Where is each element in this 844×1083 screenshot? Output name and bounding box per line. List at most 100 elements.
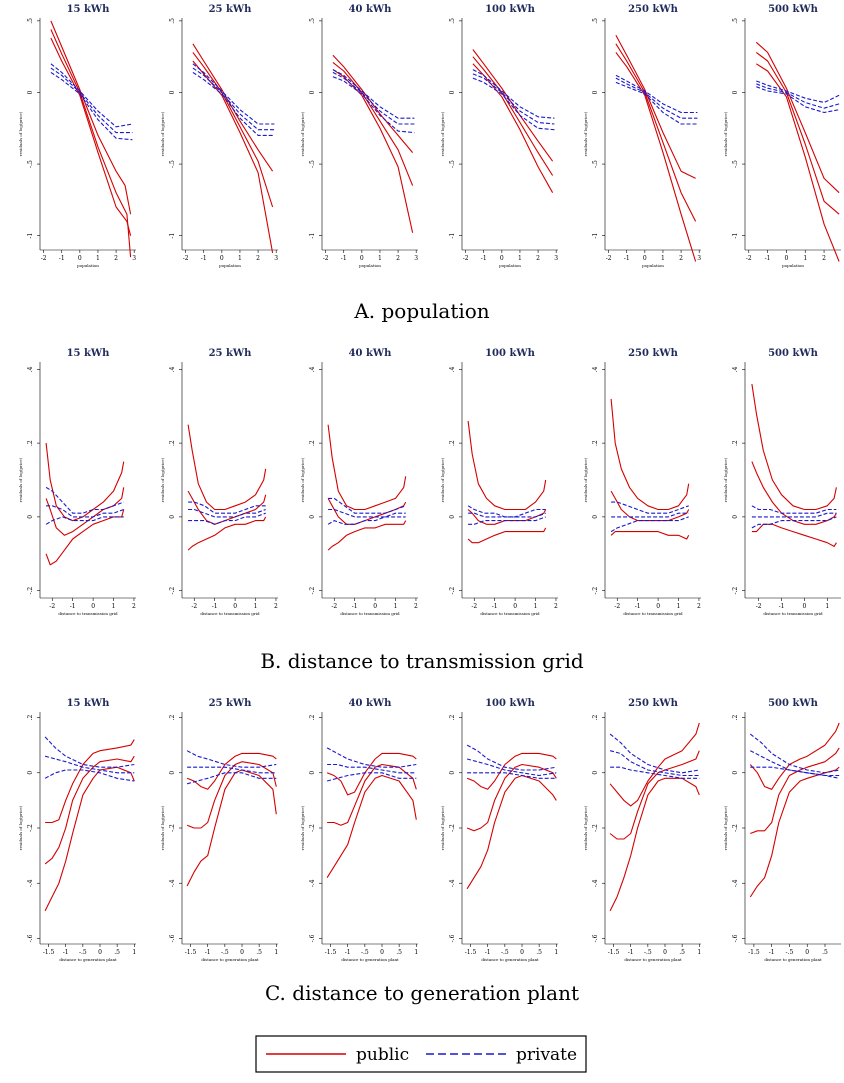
panel-title: 250 kWh: [628, 4, 679, 15]
x-axis-label: distance to transmission grid: [58, 611, 118, 616]
private-series-line: [50, 67, 133, 134]
private-series-line: [188, 501, 266, 514]
private-series-line: [50, 71, 133, 141]
y-tick-label: -.2: [449, 587, 456, 595]
x-tick-label: 0: [500, 255, 504, 262]
public-series-line: [467, 420, 547, 511]
y-tick-label: -.4: [169, 879, 176, 887]
x-tick-label: 1: [697, 949, 701, 956]
y-axis-label: residuals of log(price): [160, 805, 165, 850]
private-series-line: [188, 512, 266, 525]
panel-title: 100 kWh: [485, 698, 536, 709]
y-tick-label: 0: [169, 515, 176, 519]
x-tick-label: 0: [360, 255, 364, 262]
private-series-line: [44, 755, 135, 774]
x-axis-label: distance to generation plant: [624, 957, 682, 962]
row-caption: C. distance to generation plant: [265, 981, 579, 1005]
row-caption: A. population: [353, 299, 489, 323]
y-axis-label: residuals of log(price): [723, 805, 728, 850]
x-tick-label: -1.5: [43, 949, 55, 956]
y-tick-label: -.2: [592, 587, 599, 595]
y-axis-label: residuals of log(price): [723, 457, 728, 502]
private-series-line: [327, 516, 406, 525]
y-tick-label: .2: [592, 714, 599, 720]
y-tick-label: 0: [592, 771, 599, 775]
y-tick-label: .5: [732, 18, 739, 24]
public-series-line: [615, 43, 697, 222]
y-tick-label: 0: [592, 90, 599, 94]
panel: 100 kWh .2 0 -.2 -.4 -.6 -1.5 -1 -.5 0 .5 1 distance…: [440, 698, 558, 962]
y-tick-label: 0: [27, 515, 34, 519]
y-tick-label: .4: [592, 366, 599, 372]
x-axis-label: distance to transmission grid: [480, 611, 540, 616]
x-tick-label: 1: [414, 949, 418, 956]
x-tick-label: -1: [205, 949, 211, 956]
x-tick-label: -1: [345, 949, 351, 956]
x-tick-label: -1: [628, 949, 634, 956]
row-1: B. distance to transmission grid 15 kWh .4…: [18, 348, 841, 673]
y-axis-label: residuals of log(price): [18, 805, 23, 850]
private-series-line: [750, 766, 840, 779]
x-tick-label: 1: [254, 603, 258, 610]
y-tick-label: -1: [169, 233, 176, 239]
panel-rows: A. population 15 kWh .5 0 -.5 -1 -2 -1 0 1 2 3 popul…: [18, 4, 841, 1005]
panel: 40 kWh .4 .2 0 -.2 -2 -1 0 1 2 distance to transmi…: [300, 348, 418, 616]
private-series-line: [326, 747, 417, 768]
private-series-line: [45, 486, 124, 514]
x-tick-label: -1: [63, 949, 69, 956]
x-axis-label: distance to transmission grid: [763, 611, 823, 616]
x-tick-label: -.5: [221, 949, 229, 956]
panel-title: 15 kWh: [67, 348, 111, 359]
x-tick-label: 3: [414, 255, 418, 262]
panel: 500 kWh .2 0 -.2 -.4 -.6 -1.5 -1 -.5 0 .5distance …: [723, 698, 841, 962]
x-axis-label: population: [782, 263, 804, 268]
public-series-line: [466, 752, 557, 790]
x-tick-label: 0: [233, 603, 237, 610]
y-tick-label: -.4: [27, 879, 34, 887]
private-series-line: [332, 71, 415, 125]
y-tick-label: -1: [732, 233, 739, 239]
public-series-line: [755, 51, 840, 215]
x-tick-label: -2: [183, 255, 189, 262]
y-tick-label: 0: [309, 771, 316, 775]
x-tick-label: 0: [513, 603, 517, 610]
public-series-line: [609, 722, 700, 807]
private-series-line: [756, 86, 840, 114]
public-series-line: [45, 739, 135, 824]
y-axis-label: residuals of log(price): [160, 111, 165, 156]
private-series-line: [186, 750, 277, 768]
legend-public-label: public: [356, 1045, 409, 1065]
private-series-line: [328, 508, 406, 518]
x-tick-label: 0: [78, 255, 82, 262]
panel: 15 kWh .4 .2 0 -.2 -2 -1 0 1 2 distance to transmi…: [18, 348, 136, 616]
public-series-line: [472, 63, 554, 193]
x-tick-label: 1: [803, 255, 807, 262]
public-series-line: [749, 722, 840, 790]
x-tick-label: 2: [132, 603, 136, 610]
panel: 15 kWh .2 0 -.2 -.4 -.6 -1.5 -1 -.5 0 .5 1 distance …: [18, 698, 136, 962]
private-series-line: [611, 501, 689, 514]
row-0: A. population 15 kWh .5 0 -.5 -1 -2 -1 0 1 2 3 popul…: [18, 4, 841, 323]
y-tick-label: -.2: [309, 824, 316, 832]
x-tick-label: -1: [765, 255, 771, 262]
x-tick-label: 2: [697, 603, 701, 610]
y-tick-label: -.2: [449, 824, 456, 832]
panel-title: 25 kWh: [209, 348, 253, 359]
y-tick-label: 0: [449, 771, 456, 775]
y-tick-label: -.2: [169, 824, 176, 832]
y-tick-label: 0: [169, 771, 176, 775]
x-tick-label: 3: [554, 255, 558, 262]
private-series-line: [327, 763, 417, 774]
x-tick-label: 2: [256, 255, 260, 262]
private-series-line: [609, 733, 700, 774]
x-tick-label: 2: [536, 255, 540, 262]
x-tick-label: -1: [492, 603, 498, 610]
x-tick-label: -.5: [501, 949, 509, 956]
y-tick-label: .4: [27, 366, 34, 372]
public-series-line: [751, 523, 837, 547]
private-series-line: [615, 81, 698, 125]
y-tick-label: -.2: [309, 587, 316, 595]
y-tick-label: -.2: [27, 824, 34, 832]
x-tick-label: 0: [220, 255, 224, 262]
y-tick-label: -.6: [309, 934, 316, 942]
